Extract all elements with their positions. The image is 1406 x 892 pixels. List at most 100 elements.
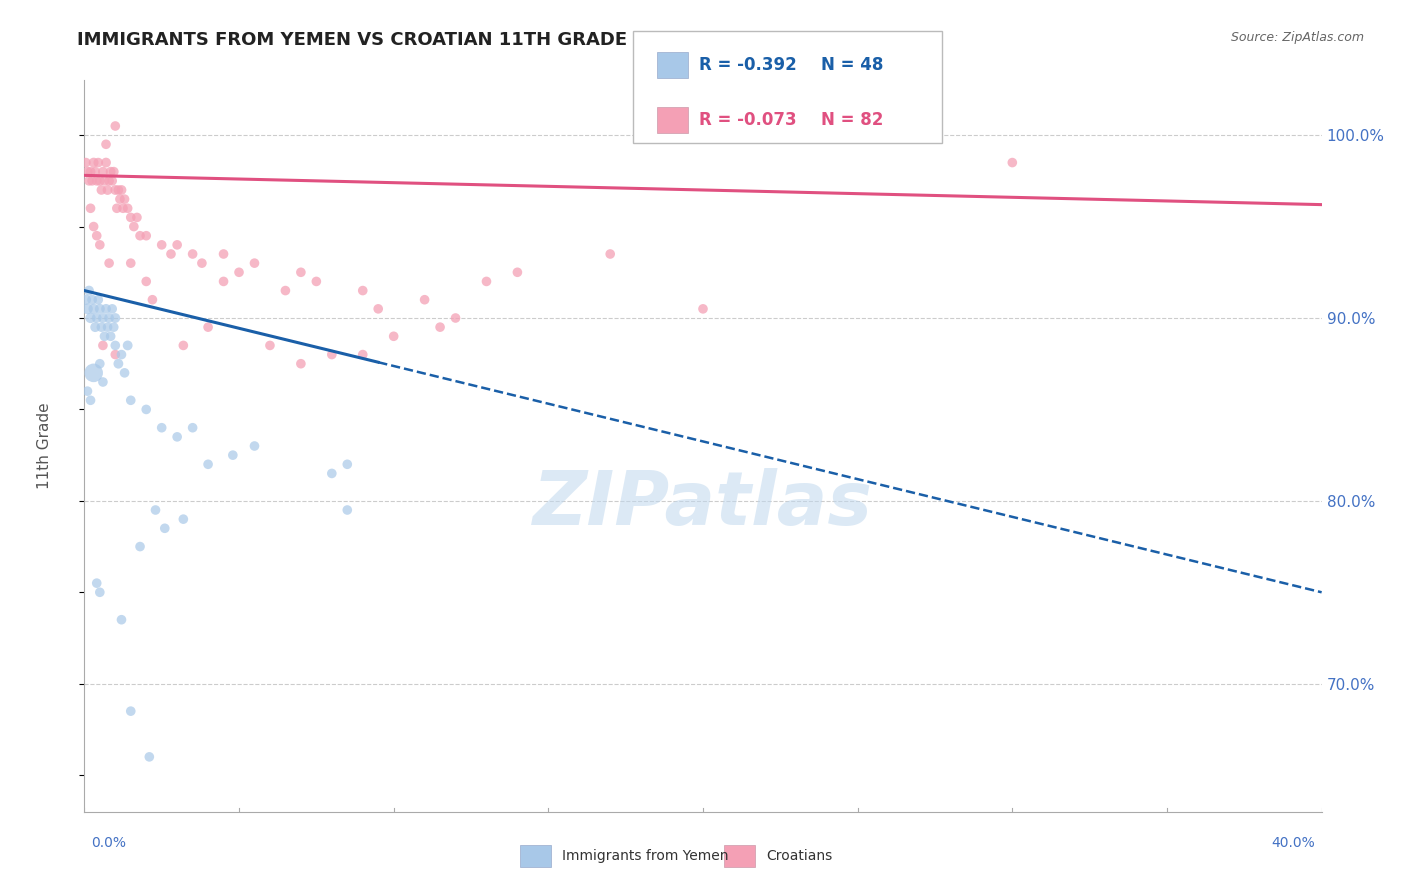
- Point: [444, 311, 467, 326]
- Point: [125, 211, 148, 225]
- Point: [352, 284, 374, 298]
- Point: [367, 301, 389, 316]
- Point: [91, 311, 114, 326]
- Point: [475, 275, 498, 289]
- Point: [107, 183, 129, 197]
- Point: [122, 219, 145, 234]
- Point: [112, 202, 135, 216]
- Point: [181, 247, 204, 261]
- Point: [110, 348, 132, 362]
- Point: [321, 467, 343, 481]
- Point: [76, 384, 98, 399]
- Point: [274, 284, 297, 298]
- Point: [222, 448, 245, 462]
- Point: [117, 338, 139, 352]
- Point: [243, 256, 266, 270]
- Text: R = -0.073: R = -0.073: [699, 112, 796, 129]
- Point: [101, 301, 124, 316]
- Point: [98, 311, 121, 326]
- Point: [86, 174, 108, 188]
- Point: [76, 301, 98, 316]
- Point: [120, 256, 142, 270]
- Point: [413, 293, 436, 307]
- Point: [86, 576, 108, 591]
- Point: [1001, 155, 1024, 169]
- Point: [93, 174, 115, 188]
- Point: [305, 275, 328, 289]
- Text: Croatians: Croatians: [766, 849, 832, 863]
- Point: [135, 402, 157, 417]
- Point: [79, 164, 101, 178]
- Point: [90, 320, 112, 334]
- Point: [79, 311, 101, 326]
- Point: [846, 110, 869, 124]
- Point: [83, 366, 105, 380]
- Point: [91, 375, 114, 389]
- Point: [84, 164, 107, 178]
- Point: [117, 202, 139, 216]
- Point: [90, 183, 112, 197]
- Point: [228, 265, 250, 279]
- Point: [104, 183, 127, 197]
- Point: [110, 183, 132, 197]
- Point: [75, 155, 97, 169]
- Point: [77, 284, 100, 298]
- Point: [98, 174, 121, 188]
- Point: [108, 192, 131, 206]
- Text: IMMIGRANTS FROM YEMEN VS CROATIAN 11TH GRADE CORRELATION CHART: IMMIGRANTS FROM YEMEN VS CROATIAN 11TH G…: [77, 31, 849, 49]
- Point: [86, 311, 108, 326]
- Text: Source: ZipAtlas.com: Source: ZipAtlas.com: [1230, 31, 1364, 45]
- Text: Immigrants from Yemen: Immigrants from Yemen: [562, 849, 728, 863]
- Point: [114, 366, 136, 380]
- Point: [153, 521, 176, 535]
- Point: [89, 301, 111, 316]
- Point: [89, 238, 111, 252]
- Point: [191, 256, 214, 270]
- Point: [87, 293, 110, 307]
- Point: [197, 458, 219, 472]
- Point: [83, 301, 105, 316]
- Point: [94, 155, 117, 169]
- Point: [82, 174, 104, 188]
- Point: [599, 247, 621, 261]
- Point: [103, 164, 125, 178]
- Point: [336, 503, 359, 517]
- Point: [197, 320, 219, 334]
- Point: [138, 749, 160, 764]
- Point: [75, 293, 97, 307]
- Point: [166, 238, 188, 252]
- Point: [104, 311, 127, 326]
- Point: [321, 348, 343, 362]
- Point: [77, 174, 100, 188]
- Point: [83, 155, 105, 169]
- Point: [79, 202, 101, 216]
- Point: [120, 393, 142, 408]
- Text: 11th Grade: 11th Grade: [38, 402, 52, 490]
- Point: [150, 421, 173, 435]
- Point: [172, 512, 194, 526]
- Point: [89, 357, 111, 371]
- Point: [129, 540, 152, 554]
- Point: [336, 458, 359, 472]
- Point: [104, 338, 127, 352]
- Point: [89, 585, 111, 599]
- Point: [94, 301, 117, 316]
- Point: [135, 275, 157, 289]
- Point: [76, 164, 98, 178]
- Point: [243, 439, 266, 453]
- Point: [135, 228, 157, 243]
- Point: [91, 338, 114, 352]
- Point: [96, 320, 118, 334]
- Point: [120, 704, 142, 718]
- Point: [105, 202, 128, 216]
- Point: [83, 219, 105, 234]
- Point: [101, 174, 124, 188]
- Point: [692, 301, 714, 316]
- Point: [150, 238, 173, 252]
- Point: [84, 320, 107, 334]
- Point: [94, 137, 117, 152]
- Point: [429, 320, 451, 334]
- Point: [506, 265, 529, 279]
- Point: [107, 357, 129, 371]
- Point: [382, 329, 405, 343]
